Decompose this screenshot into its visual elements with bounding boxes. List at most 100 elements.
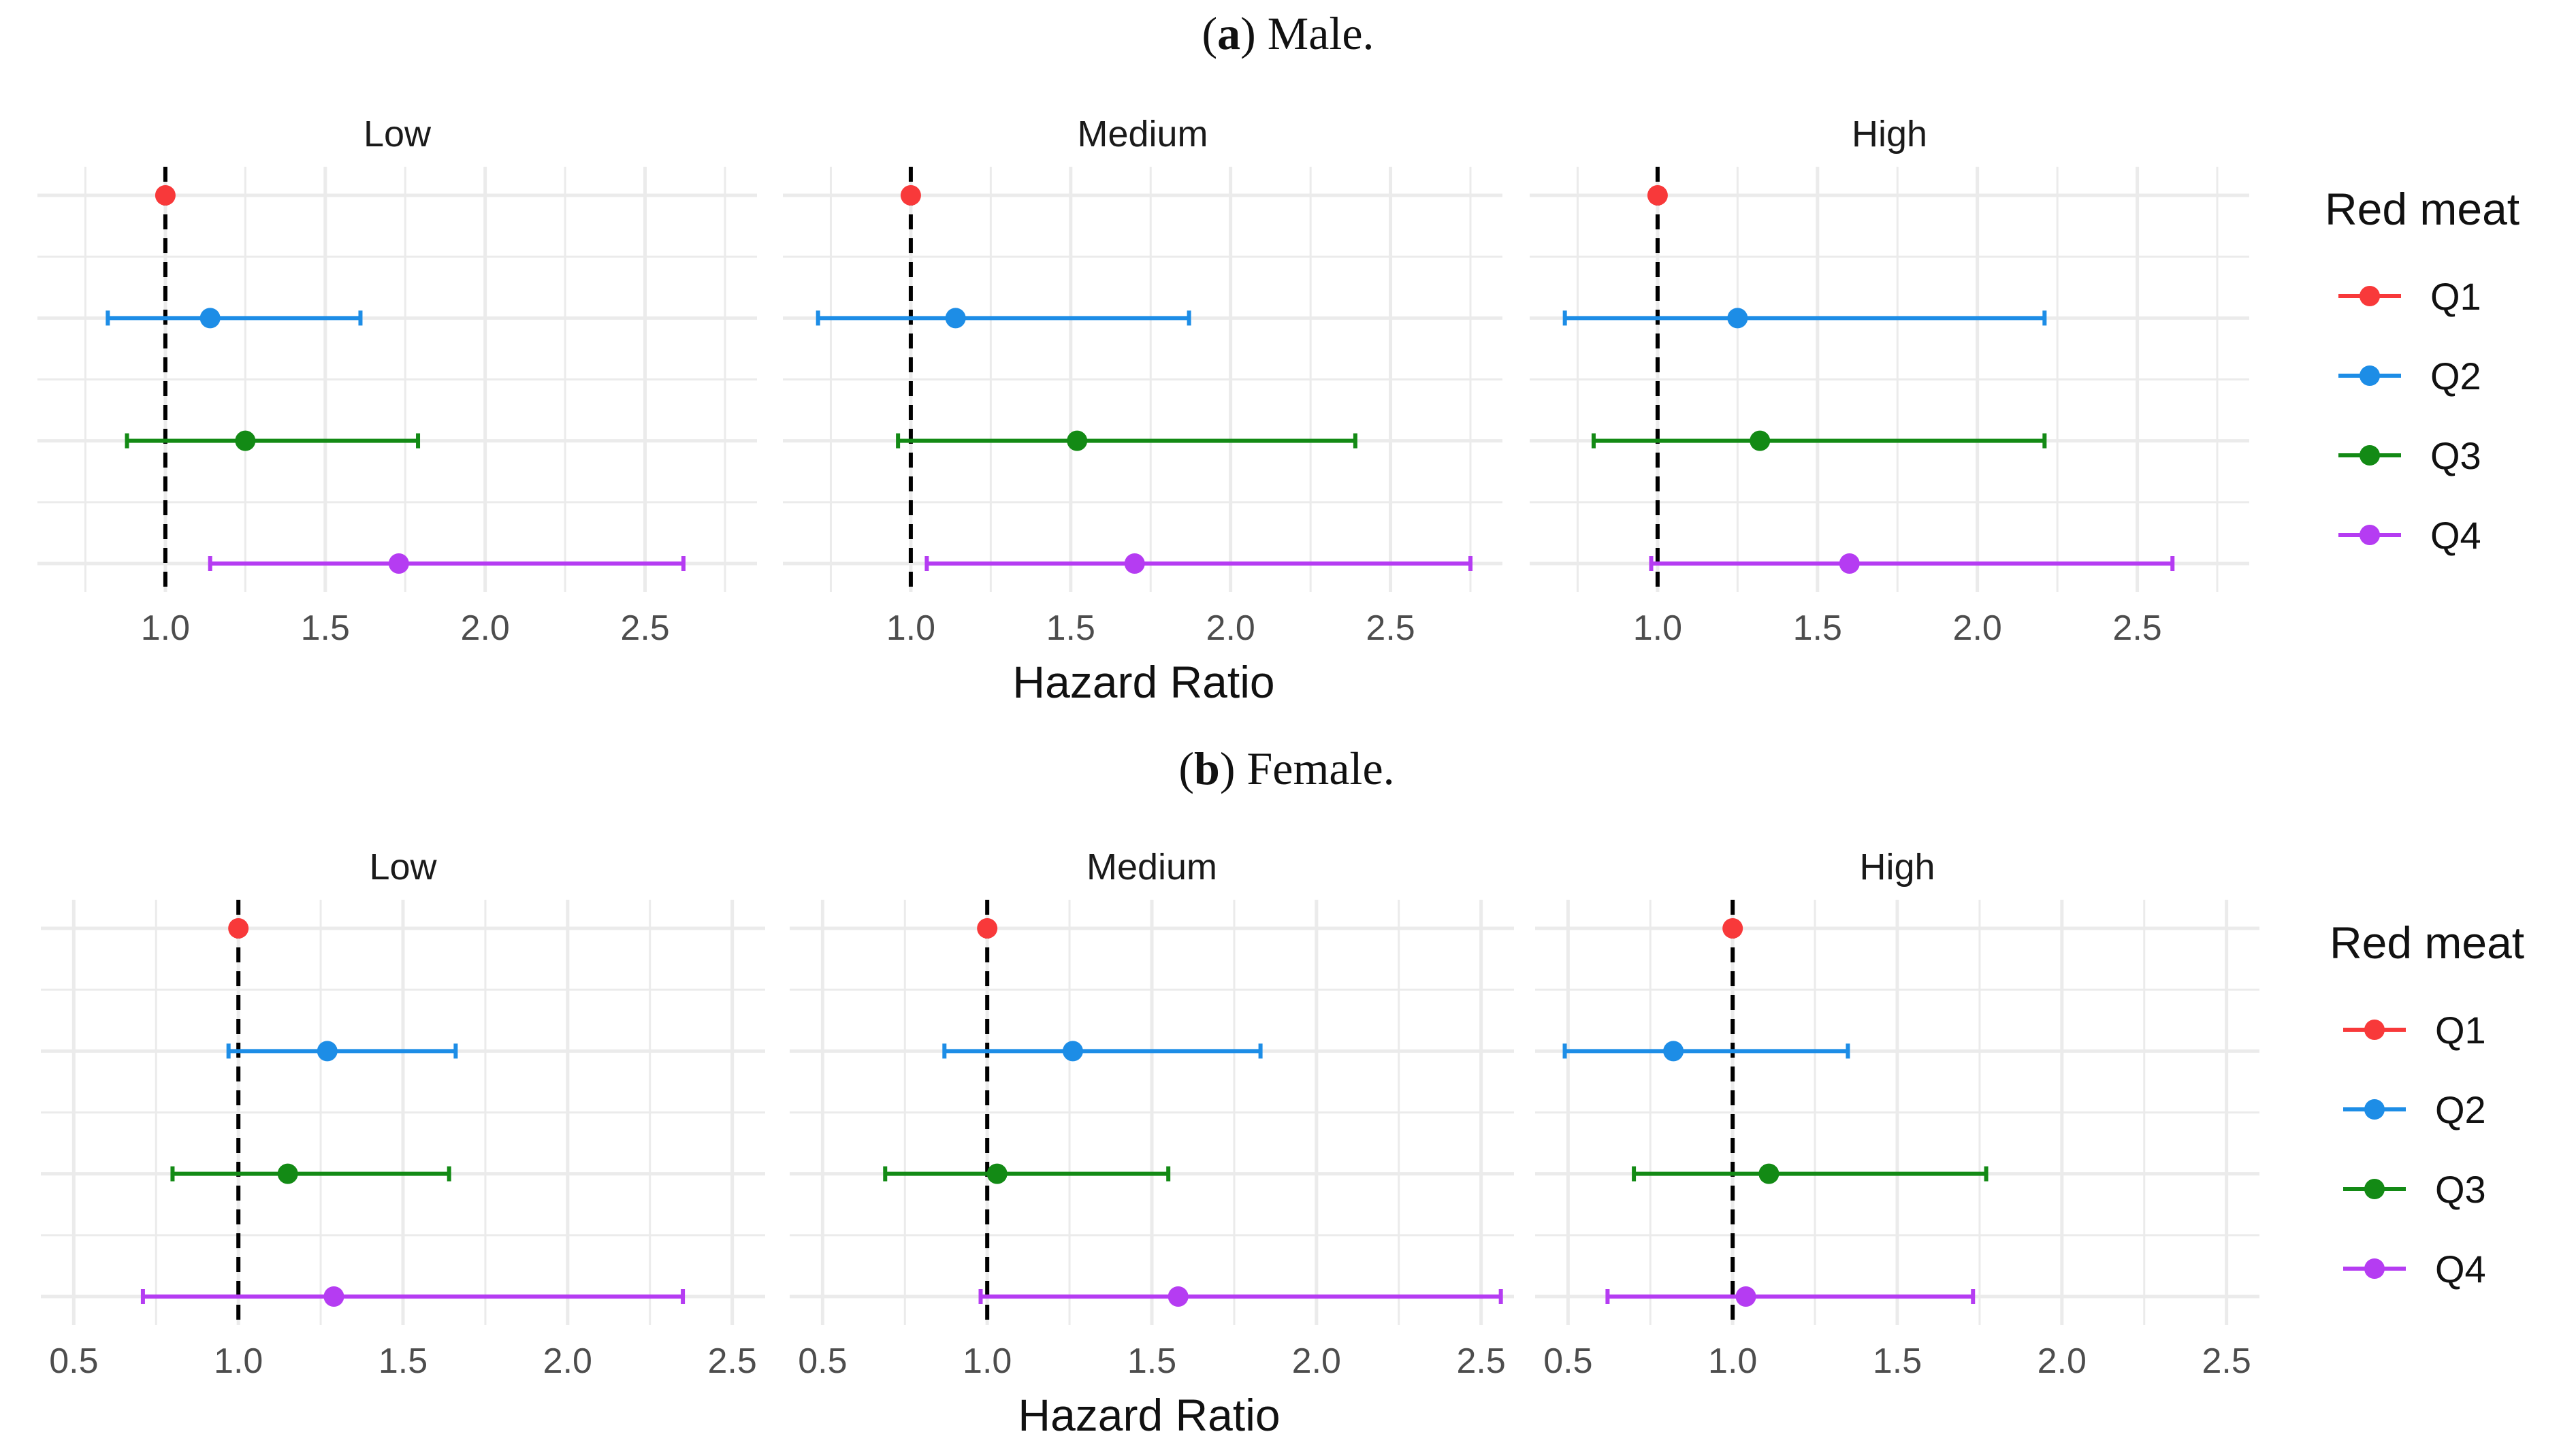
x-tick-label: 1.5 [379, 1341, 428, 1381]
caption-a-letter: a [1217, 7, 1240, 59]
legend-label: Q2 [2435, 1088, 2486, 1131]
series-q1 [1722, 918, 1743, 939]
legend: Red meat Q1 Q2 Q3 Q4 [2325, 184, 2519, 557]
male-chart: Low 1.0 1.5 2.0 2.5 Medium 1.0 1.5 2.0 2.5 High 1.0… [37, 114, 2519, 707]
point-estimate [1067, 430, 1088, 451]
series-q1 [900, 185, 921, 206]
point-estimate [1124, 553, 1145, 574]
legend-item-q3: Q3 [2338, 434, 2481, 477]
caption-b-letter: b [1194, 743, 1220, 794]
series-q1 [977, 918, 998, 939]
x-tick-label: 0.5 [1543, 1341, 1592, 1381]
point-estimate [1663, 1041, 1684, 1062]
series-q2 [942, 1041, 1263, 1062]
point-estimate [986, 1163, 1008, 1184]
series-q4 [1605, 1286, 1976, 1307]
x-tick-label: 2.5 [2202, 1341, 2251, 1381]
x-tick-label: 1.5 [1046, 608, 1095, 648]
facet-title-medium: Medium [1077, 114, 1208, 154]
series-q2 [816, 308, 1191, 329]
x-tick-label: 2.0 [2038, 1341, 2087, 1381]
x-tick-label: 1.0 [214, 1341, 263, 1381]
point-estimate [323, 1286, 344, 1307]
legend-label: Q3 [2435, 1168, 2486, 1211]
legend-key-point [2364, 1179, 2385, 1199]
x-tick-label: 1.5 [301, 608, 350, 648]
series-q4 [208, 553, 686, 574]
x-tick-label: 1.0 [1633, 608, 1682, 648]
point-estimate [1758, 1163, 1780, 1184]
legend-key-point [2364, 1258, 2385, 1279]
x-tick-label: 1.0 [141, 608, 190, 648]
series-q4 [140, 1286, 686, 1307]
facet-title-high: High [1859, 847, 1935, 888]
x-tick-label: 0.5 [798, 1341, 847, 1381]
series-q2 [1562, 1041, 1850, 1062]
caption-a: (a) Male. [1202, 7, 1374, 59]
series-q4 [1649, 553, 2175, 574]
point-estimate [1168, 1286, 1189, 1307]
x-tick-label: 1.0 [963, 1341, 1012, 1381]
facet-title-low: Low [364, 114, 432, 154]
series-q2 [106, 308, 363, 329]
x-tick-label: 2.5 [2112, 608, 2161, 648]
x-tick-label: 2.5 [620, 608, 669, 648]
legend-key-point [2360, 286, 2380, 306]
x-tick-label: 1.5 [1127, 1341, 1176, 1381]
series-q1 [1647, 185, 1668, 206]
legend-item-q1: Q1 [2338, 275, 2481, 318]
legend-label: Q1 [2435, 1009, 2486, 1052]
x-tick-label: 0.5 [49, 1341, 98, 1381]
caption-a-text: Male. [1268, 7, 1374, 59]
point-estimate [317, 1041, 338, 1062]
legend-label: Q2 [2430, 355, 2481, 397]
point-estimate [945, 308, 966, 329]
legend-item-q2: Q2 [2343, 1088, 2486, 1131]
series-q3 [170, 1163, 451, 1184]
x-tick-label: 2.0 [1953, 608, 2002, 648]
facet-panel-medium: Medium 0.5 1.0 1.5 2.0 2.5 [790, 847, 1514, 1381]
x-tick-label: 1.0 [886, 608, 935, 648]
point-estimate [900, 185, 921, 206]
legend-title: Red meat [2330, 917, 2524, 968]
x-axis-label: Hazard Ratio [1018, 1390, 1280, 1440]
legend-label: Q1 [2430, 275, 2481, 318]
x-tick-label: 2.5 [1456, 1341, 1505, 1381]
point-estimate [1750, 430, 1771, 451]
point-estimate [1062, 1041, 1083, 1062]
legend-item-q4: Q4 [2343, 1248, 2486, 1290]
x-tick-label: 2.5 [1366, 608, 1415, 648]
series-q4 [924, 553, 1473, 574]
caption-b-text: Female. [1246, 743, 1394, 794]
series-q1 [155, 185, 176, 206]
legend-key-point [2360, 445, 2380, 466]
point-estimate [1735, 1286, 1756, 1307]
legend-key-point [2364, 1099, 2385, 1120]
point-estimate [277, 1163, 298, 1184]
facet-panel-medium: Medium 1.0 1.5 2.0 2.5 [783, 114, 1502, 648]
facet-panel-high: High 0.5 1.0 1.5 2.0 2.5 [1535, 847, 2259, 1381]
legend-item-q2: Q2 [2338, 355, 2481, 397]
point-estimate [235, 430, 256, 451]
point-estimate [1722, 918, 1743, 939]
x-tick-label: 1.0 [1708, 1341, 1757, 1381]
series-q3 [1632, 1163, 1989, 1184]
x-tick-label: 2.0 [543, 1341, 592, 1381]
point-estimate [977, 918, 998, 939]
facet-title-high: High [1852, 114, 1927, 154]
legend-key-point [2360, 525, 2380, 545]
caption-b: (b) Female. [1178, 743, 1394, 794]
x-tick-label: 2.0 [461, 608, 510, 648]
facet-panel-high: High 1.0 1.5 2.0 2.5 [1530, 114, 2249, 648]
point-estimate [155, 185, 176, 206]
legend: Red meat Q1 Q2 Q3 Q4 [2330, 917, 2524, 1290]
legend-item-q4: Q4 [2338, 514, 2481, 557]
legend-key-point [2360, 365, 2380, 386]
x-tick-label: 2.5 [707, 1341, 756, 1381]
legend-label: Q4 [2430, 514, 2481, 557]
x-tick-label: 2.0 [1206, 608, 1255, 648]
x-tick-label: 2.0 [1292, 1341, 1341, 1381]
facet-title-medium: Medium [1086, 847, 1217, 888]
